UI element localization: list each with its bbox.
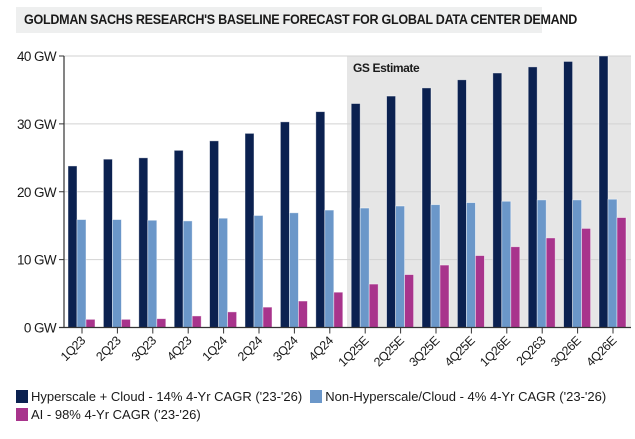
x-tick-label: 4Q24: [306, 333, 336, 363]
x-tick-label: 1Q25E: [336, 334, 372, 370]
bar-hyperscale: [492, 72, 503, 328]
bar-ai: [227, 311, 238, 328]
bar-non-hyperscale: [359, 207, 370, 328]
legend-swatch-hyperscale: [16, 389, 28, 403]
x-tick-label: 4Q25E: [442, 334, 478, 370]
bar-non-hyperscale: [572, 199, 582, 328]
x-tick-label: 2Q25E: [371, 334, 407, 370]
bar-ai: [156, 318, 167, 328]
bar-non-hyperscale: [76, 219, 87, 328]
legend-swatch-ai: [16, 407, 28, 421]
bar-non-hyperscale: [501, 200, 512, 328]
bar-hyperscale: [527, 66, 538, 328]
bar-hyperscale: [315, 111, 326, 328]
bar-non-hyperscale: [182, 220, 193, 328]
bar-ai: [545, 237, 556, 328]
bar-hyperscale: [386, 95, 397, 328]
x-tick-label: 3Q26E: [548, 334, 584, 370]
bar-hyperscale: [421, 87, 432, 328]
legend-item-ai: AI - 98% 4-Yr CAGR ('23-'26): [16, 407, 201, 422]
x-tick-label: 1Q24: [200, 333, 230, 363]
x-tick-label: 4Q26E: [583, 334, 619, 370]
bar-hyperscale: [209, 140, 220, 328]
bar-ai: [85, 318, 96, 328]
bar-non-hyperscale: [112, 219, 122, 328]
bar-non-hyperscale: [218, 217, 229, 328]
bar-ai: [474, 255, 485, 328]
bar-ai: [581, 228, 591, 328]
x-tick-label: 3Q25E: [406, 334, 442, 370]
legend-item-non-hyperscale: Non-Hyperscale/Cloud - 4% 4-Yr CAGR ('23…: [310, 389, 606, 404]
y-tick-label: 30 GW: [17, 117, 57, 132]
bar-ai: [404, 274, 415, 328]
bar-hyperscale: [173, 149, 184, 328]
bar-non-hyperscale: [465, 202, 476, 328]
legend-label-ai: AI - 98% 4-Yr CAGR ('23-'26): [31, 406, 201, 422]
bar-hyperscale: [279, 121, 290, 328]
bar-ai: [297, 300, 308, 328]
legend-label-hyperscale: Hyperscale + Cloud - 14% 4-Yr CAGR ('23-…: [31, 388, 303, 404]
bar-non-hyperscale: [324, 209, 335, 328]
legend-swatch-non-hyperscale: [310, 389, 323, 403]
legend-row-1: Hyperscale + Cloud - 14% 4-Yr CAGR ('23-…: [16, 387, 614, 405]
chart-title: GOLDMAN SACHS RESEARCH'S BASELINE FORECA…: [24, 12, 578, 27]
x-tick-label: 2Q263: [514, 333, 549, 368]
x-tick-label: 1Q26E: [477, 334, 513, 370]
bar-hyperscale: [67, 165, 78, 328]
bar-non-hyperscale: [395, 205, 406, 328]
x-tick-label: 3Q24: [270, 333, 300, 363]
x-tick-label: 3Q23: [129, 333, 159, 363]
legend-label-non-hyperscale: Non-Hyperscale/Cloud - 4% 4-Yr CAGR ('23…: [325, 388, 607, 404]
chart-title-box: GOLDMAN SACHS RESEARCH'S BASELINE FORECA…: [16, 7, 577, 33]
x-tick-label: 2Q24: [235, 333, 265, 363]
bar-ai: [121, 318, 131, 328]
legend: Hyperscale + Cloud - 14% 4-Yr CAGR ('23-…: [16, 387, 614, 423]
x-tick-label: 2Q23: [93, 333, 123, 363]
bar-ai: [616, 217, 627, 328]
bar-ai: [510, 246, 521, 328]
y-tick-label: 20 GW: [17, 185, 57, 200]
bar-non-hyperscale: [430, 204, 441, 328]
bar-hyperscale: [244, 132, 255, 328]
bar-hyperscale: [598, 55, 609, 328]
bar-ai: [368, 283, 379, 328]
bar-non-hyperscale: [536, 199, 547, 328]
bar-hyperscale: [103, 158, 113, 328]
bar-ai: [439, 264, 450, 328]
bar-ai: [191, 315, 202, 328]
y-tick-label: 0 GW: [24, 321, 57, 336]
x-tick-label: 4Q23: [164, 333, 194, 363]
bar-hyperscale: [563, 61, 573, 328]
legend-row-2: AI - 98% 4-Yr CAGR ('23-'26): [16, 405, 614, 423]
bar-ai: [333, 291, 344, 328]
y-tick-label: 40 GW: [17, 49, 57, 64]
legend-item-hyperscale: Hyperscale + Cloud - 14% 4-Yr CAGR ('23-…: [16, 389, 302, 404]
bar-non-hyperscale: [253, 215, 264, 328]
bar-ai: [262, 306, 273, 328]
bar-non-hyperscale: [147, 219, 158, 328]
bar-non-hyperscale: [607, 198, 618, 328]
x-tick-label: 1Q23: [58, 333, 88, 363]
gs-estimate-label: GS Estimate: [353, 61, 420, 75]
y-tick-label: 10 GW: [17, 253, 57, 268]
bar-non-hyperscale: [288, 212, 299, 328]
bar-hyperscale: [456, 79, 467, 328]
bar-hyperscale: [138, 157, 149, 328]
bar-hyperscale: [350, 103, 361, 328]
